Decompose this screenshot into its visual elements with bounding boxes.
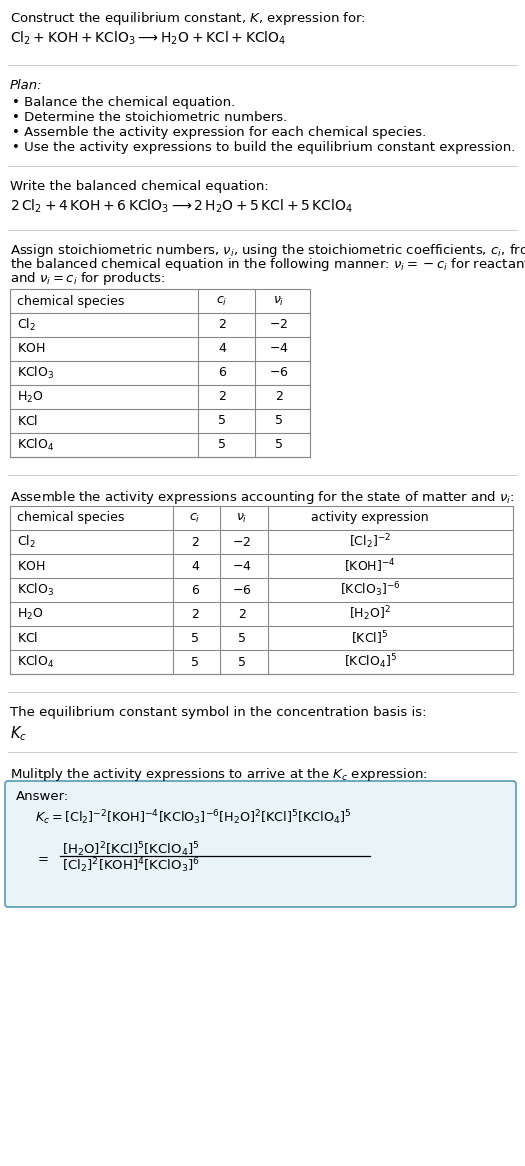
Text: 2: 2 (275, 391, 283, 403)
Bar (10, 506, 513, 674)
Text: 2: 2 (191, 607, 199, 620)
Text: $-6$: $-6$ (269, 366, 289, 379)
Text: $\mathrm{KClO_3}$: $\mathrm{KClO_3}$ (17, 365, 54, 381)
Text: 5: 5 (191, 655, 199, 668)
Text: 5: 5 (218, 414, 226, 428)
Bar (10, 289, 310, 457)
Text: $\mathrm{KClO_4}$: $\mathrm{KClO_4}$ (17, 654, 55, 670)
Text: 5: 5 (275, 414, 283, 428)
Text: activity expression: activity expression (311, 512, 429, 525)
Text: $K_c = [\mathrm{Cl_2}]^{-2}[\mathrm{KOH}]^{-4}[\mathrm{KClO_3}]^{-6}[\mathrm{H_2: $K_c = [\mathrm{Cl_2}]^{-2}[\mathrm{KOH}… (35, 808, 351, 827)
Text: chemical species: chemical species (17, 295, 124, 308)
Text: $\mathrm{Cl_2 + KOH + KClO_3 \longrightarrow H_2O + KCl + KClO_4}$: $\mathrm{Cl_2 + KOH + KClO_3 \longrighta… (10, 30, 287, 48)
Text: $\mathrm{Cl_2}$: $\mathrm{Cl_2}$ (17, 534, 36, 550)
Text: $-4$: $-4$ (269, 343, 289, 356)
Text: The equilibrium constant symbol in the concentration basis is:: The equilibrium constant symbol in the c… (10, 705, 426, 719)
Text: • Balance the chemical equation.: • Balance the chemical equation. (12, 96, 235, 108)
Text: $[\mathrm{KOH}]^{-4}$: $[\mathrm{KOH}]^{-4}$ (344, 557, 396, 575)
Text: 2: 2 (191, 535, 199, 548)
Text: $\mathrm{KOH}$: $\mathrm{KOH}$ (17, 343, 45, 356)
Text: $[\mathrm{KClO_3}]^{-6}$: $[\mathrm{KClO_3}]^{-6}$ (340, 581, 400, 599)
Text: 5: 5 (238, 632, 246, 645)
Text: • Determine the stoichiometric numbers.: • Determine the stoichiometric numbers. (12, 111, 287, 124)
FancyBboxPatch shape (5, 781, 516, 907)
Text: $\mathrm{H_2O}$: $\mathrm{H_2O}$ (17, 606, 44, 621)
Text: 5: 5 (191, 632, 199, 645)
Text: $\mathrm{KClO_4}$: $\mathrm{KClO_4}$ (17, 437, 55, 454)
Text: $[\mathrm{H_2O}]^{2}$: $[\mathrm{H_2O}]^{2}$ (349, 605, 391, 624)
Text: $\mathrm{KCl}$: $\mathrm{KCl}$ (17, 631, 38, 645)
Text: 2: 2 (218, 391, 226, 403)
Text: $\nu_i$: $\nu_i$ (274, 295, 285, 308)
Text: $\nu_i$: $\nu_i$ (236, 512, 248, 525)
Text: $\mathrm{2\,Cl_2 + 4\,KOH + 6\,KClO_3 \longrightarrow 2\,H_2O + 5\,KCl + 5\,KClO: $\mathrm{2\,Cl_2 + 4\,KOH + 6\,KClO_3 \l… (10, 198, 353, 216)
Text: $[\mathrm{KCl}]^{5}$: $[\mathrm{KCl}]^{5}$ (351, 630, 388, 647)
Text: $\mathrm{Cl_2}$: $\mathrm{Cl_2}$ (17, 317, 36, 333)
Text: $-6$: $-6$ (232, 583, 252, 597)
Text: Answer:: Answer: (16, 791, 69, 803)
Text: 4: 4 (191, 560, 199, 573)
Text: $K_c$: $K_c$ (10, 724, 27, 743)
Text: $=$: $=$ (35, 851, 49, 864)
Text: 2: 2 (218, 318, 226, 331)
Text: 5: 5 (275, 438, 283, 451)
Text: $c_i$: $c_i$ (216, 295, 228, 308)
Text: chemical species: chemical species (17, 512, 124, 525)
Text: $[\mathrm{H_2O}]^{2}[\mathrm{KCl}]^{5}[\mathrm{KClO_4}]^{5}$: $[\mathrm{H_2O}]^{2}[\mathrm{KCl}]^{5}[\… (62, 840, 200, 858)
Text: • Use the activity expressions to build the equilibrium constant expression.: • Use the activity expressions to build … (12, 141, 516, 154)
Text: Write the balanced chemical equation:: Write the balanced chemical equation: (10, 180, 269, 194)
Text: the balanced chemical equation in the following manner: $\nu_i = -c_i$ for react: the balanced chemical equation in the fo… (10, 257, 525, 273)
Text: $\mathrm{KCl}$: $\mathrm{KCl}$ (17, 414, 38, 428)
Text: 5: 5 (238, 655, 246, 668)
Text: $c_i$: $c_i$ (190, 512, 201, 525)
Text: Assemble the activity expressions accounting for the state of matter and $\nu_i$: Assemble the activity expressions accoun… (10, 489, 514, 506)
Text: $\mathrm{H_2O}$: $\mathrm{H_2O}$ (17, 389, 44, 405)
Text: $\mathrm{KOH}$: $\mathrm{KOH}$ (17, 560, 45, 573)
Text: and $\nu_i = c_i$ for products:: and $\nu_i = c_i$ for products: (10, 271, 165, 287)
Text: Assign stoichiometric numbers, $\nu_i$, using the stoichiometric coefficients, $: Assign stoichiometric numbers, $\nu_i$, … (10, 243, 525, 259)
Text: $-2$: $-2$ (233, 535, 251, 548)
Text: Mulitply the activity expressions to arrive at the $K_c$ expression:: Mulitply the activity expressions to arr… (10, 766, 428, 784)
Text: $[\mathrm{Cl_2}]^{2}[\mathrm{KOH}]^{4}[\mathrm{KClO_3}]^{6}$: $[\mathrm{Cl_2}]^{2}[\mathrm{KOH}]^{4}[\… (62, 856, 200, 874)
Text: 6: 6 (218, 366, 226, 379)
Text: $[\mathrm{KClO_4}]^{5}$: $[\mathrm{KClO_4}]^{5}$ (343, 653, 396, 672)
Text: Plan:: Plan: (10, 79, 43, 92)
Text: • Assemble the activity expression for each chemical species.: • Assemble the activity expression for e… (12, 126, 426, 139)
Text: $\mathrm{KClO_3}$: $\mathrm{KClO_3}$ (17, 582, 54, 598)
Text: 6: 6 (191, 583, 199, 597)
Text: 5: 5 (218, 438, 226, 451)
Text: $[\mathrm{Cl_2}]^{-2}$: $[\mathrm{Cl_2}]^{-2}$ (349, 533, 391, 552)
Text: 2: 2 (238, 607, 246, 620)
Text: $-2$: $-2$ (269, 318, 289, 331)
Text: $-4$: $-4$ (232, 560, 252, 573)
Text: 4: 4 (218, 343, 226, 356)
Text: Construct the equilibrium constant, $K$, expression for:: Construct the equilibrium constant, $K$,… (10, 10, 366, 27)
